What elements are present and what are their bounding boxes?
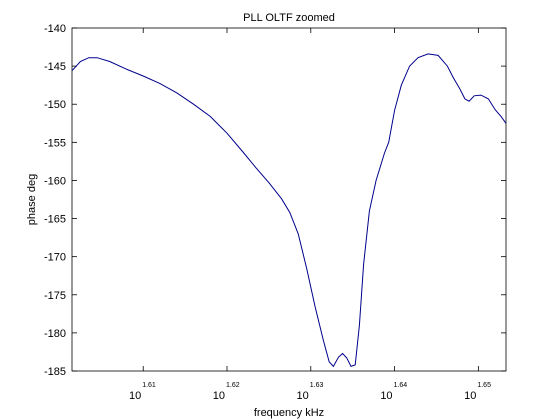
y-tick-label: -165 <box>44 214 66 226</box>
y-tick-label: -170 <box>44 252 66 264</box>
x-tick-label-base: 10 <box>464 390 476 402</box>
plot-area <box>71 27 507 372</box>
x-tick-label-exponent: 1.65 <box>477 382 491 389</box>
y-tick-label: -155 <box>44 137 66 149</box>
x-tick-label-exponent: 1.64 <box>394 382 408 389</box>
series-line <box>71 53 507 368</box>
y-tick-label: -175 <box>44 290 66 302</box>
x-axis-label: frequency kHz <box>254 407 324 419</box>
y-tick-label: -150 <box>44 99 66 111</box>
x-tick-label-base: 10 <box>213 390 225 402</box>
x-tick-label-exponent: 1.63 <box>310 382 324 389</box>
x-tick-label-base: 10 <box>129 390 141 402</box>
x-tick-label-base: 10 <box>297 390 309 402</box>
y-tick-label: -160 <box>44 175 66 187</box>
y-axis-label: phase deg <box>26 174 38 225</box>
y-tick-label: -185 <box>44 366 66 378</box>
y-tick-label: -140 <box>44 23 66 35</box>
y-axis: -140 -145 -150 -155 -160 -165 -170 -175 -180 -185 <box>44 23 506 378</box>
y-tick-label: -145 <box>44 61 66 73</box>
x-tick-label-exponent: 1.61 <box>142 382 156 389</box>
x-tick-label-base: 10 <box>380 390 392 402</box>
x-tick-label-exponent: 1.62 <box>226 382 240 389</box>
y-tick-label: -180 <box>44 328 66 340</box>
chart-title: PLL OLTF zoomed <box>243 12 335 24</box>
